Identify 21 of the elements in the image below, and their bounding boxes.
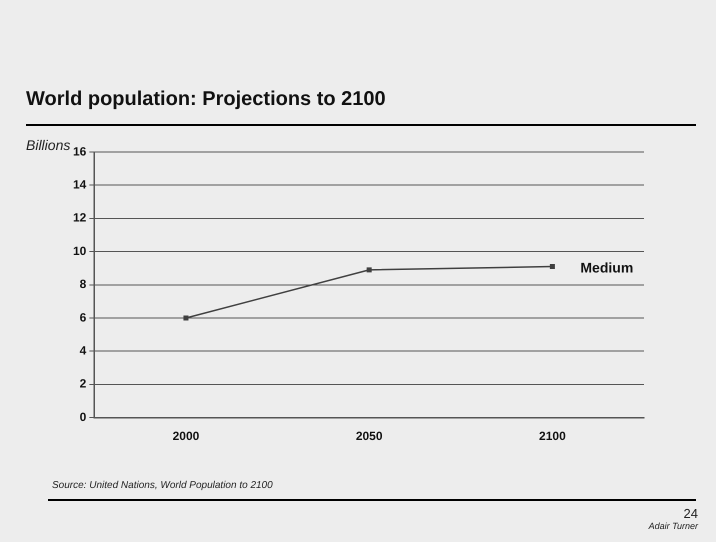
x-tick-label: 2000 [172, 429, 200, 444]
x-tick-label: 2100 [539, 429, 566, 444]
text: Adair Turner [648, 521, 698, 531]
x-tick-label: 2050 [356, 429, 383, 444]
text: 24 [682, 506, 698, 521]
y-tick-label: 12 [72, 210, 87, 225]
point [183, 315, 188, 321]
point [366, 267, 372, 272]
y-axis-title: Billions [26, 137, 70, 153]
point [550, 264, 555, 270]
y-tick-label: 6 [80, 310, 87, 324]
source-note: Source: United Nations, World Population to 2100 [52, 480, 273, 491]
y-tick-label: 10 [72, 244, 87, 258]
y-tick-label: 16 [72, 144, 87, 158]
chart-title: World population: Projections to 2100 [26, 88, 386, 111]
y-tick-label: 4 [80, 344, 87, 358]
y-tick-label: 2 [80, 376, 87, 391]
series-label: Medium [580, 259, 634, 276]
y-tick-label: 0 [80, 410, 87, 424]
y-tick-label: 8 [80, 277, 87, 292]
y-tick-label: 14 [72, 178, 87, 192]
